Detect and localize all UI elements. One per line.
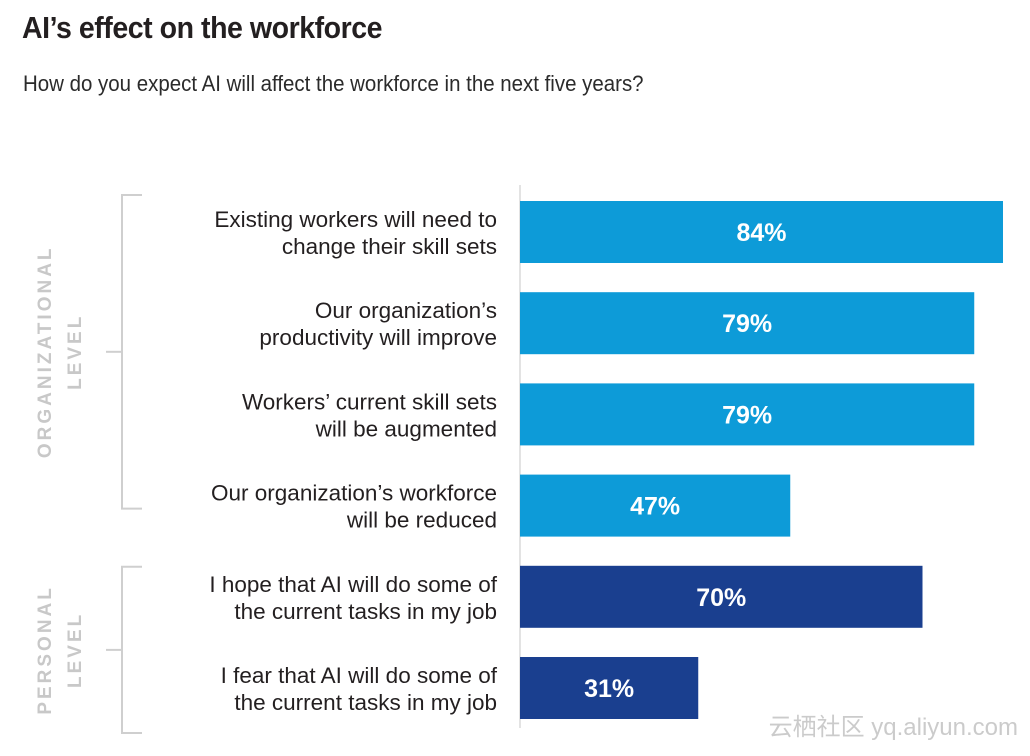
bar-value-label: 31%: [584, 675, 634, 703]
category-label: will be augmented: [315, 416, 497, 441]
bar-value-label: 70%: [696, 584, 746, 612]
bar: [520, 474, 791, 537]
bar: [520, 383, 975, 446]
category-label: Existing workers will need to: [214, 207, 497, 232]
category-label: productivity will improve: [259, 325, 497, 350]
group-label: LEVEL: [65, 612, 86, 688]
bar: [520, 292, 975, 355]
group-label: PERSONAL: [35, 585, 56, 715]
bar-value-label: 84%: [736, 219, 786, 247]
bar-value-label: 79%: [722, 401, 772, 429]
bar-value-label: 79%: [722, 310, 772, 338]
bar: [520, 657, 699, 719]
bar-value-label: 47%: [630, 493, 680, 521]
category-label: the current tasks in my job: [234, 599, 497, 624]
group-label: ORGANIZATIONAL: [35, 245, 56, 458]
bar: [520, 565, 923, 628]
chart-subtitle: How do you expect AI will affect the wor…: [23, 71, 644, 96]
watermark: 云栖社区 yq.aliyun.com: [768, 714, 1018, 741]
bar: [520, 201, 1003, 263]
group-label: LEVEL: [65, 314, 86, 390]
category-label: I fear that AI will do some of: [221, 663, 498, 688]
category-label: Our organization’s workforce: [211, 481, 497, 506]
category-label: change their skill sets: [282, 234, 497, 259]
category-label: Workers’ current skill sets: [242, 389, 497, 414]
category-label: will be reduced: [346, 508, 497, 533]
category-label: Our organization’s: [315, 298, 497, 323]
group-bracket: [121, 565, 142, 734]
category-label: the current tasks in my job: [234, 690, 497, 715]
chart-title: AI’s effect on the workforce: [22, 10, 383, 45]
category-label: I hope that AI will do some of: [209, 572, 497, 597]
group-bracket: [121, 194, 142, 510]
